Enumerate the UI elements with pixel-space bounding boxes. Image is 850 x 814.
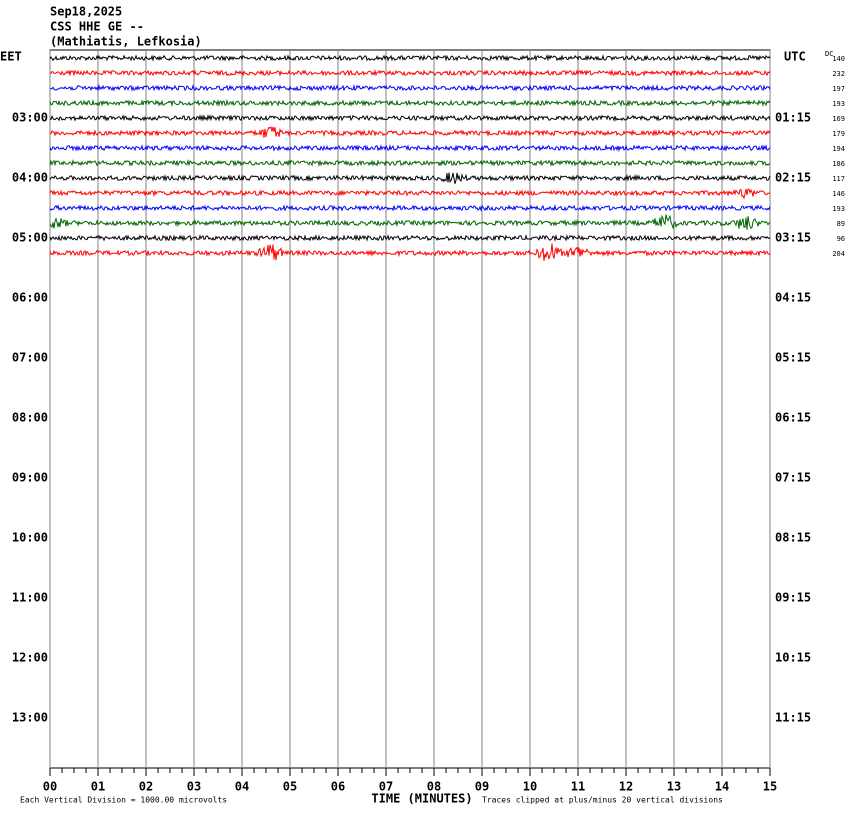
trace [49,204,771,212]
dc-value: 169 [832,115,845,123]
trace [49,188,771,200]
left-hour-label: 12:00 [12,651,48,665]
right-hour-label: 07:15 [775,471,811,485]
x-tick-label: 06 [331,780,345,794]
trace [49,54,771,62]
trace [49,144,771,153]
x-tick-label: 00 [43,780,57,794]
right-hour-label: 01:15 [775,111,811,125]
title-line: Sep18,2025 [50,5,122,19]
right-zone: UTC [784,50,806,64]
dc-value: 193 [832,100,845,108]
dc-value: 96 [837,235,845,243]
trace [49,68,771,78]
left-hour-label: 13:00 [12,711,48,725]
dc-value: 197 [832,85,845,93]
left-hour-label: 04:00 [12,171,48,185]
clip-note: Traces clipped at plus/minus 20 vertical… [482,796,723,805]
left-zone: EET [0,50,22,64]
title-line: CSS HHE GE -- [50,20,144,34]
x-tick-label: 15 [763,780,777,794]
left-hour-label: 08:00 [12,411,48,425]
x-tick-label: 03 [187,780,201,794]
dc-value: 89 [837,220,845,228]
left-hour-label: 10:00 [12,531,48,545]
dc-value: 146 [832,190,845,198]
right-hour-label: 04:15 [775,291,811,305]
right-hour-label: 05:15 [775,351,811,365]
left-hour-label: 05:00 [12,231,48,245]
x-tick-label: 09 [475,780,489,794]
left-hour-label: 11:00 [12,591,48,605]
x-tick-label: 05 [283,780,297,794]
dc-value: 186 [832,160,845,168]
trace [49,243,771,261]
right-hour-label: 11:15 [775,711,811,725]
dc-value: 179 [832,130,845,138]
trace [49,98,771,108]
trace [49,234,771,242]
dc-value: 194 [832,145,845,153]
dc-value: 193 [832,205,845,213]
trace [49,214,771,230]
dc-value: 117 [832,175,845,183]
x-axis-label: TIME (MINUTES) [371,792,472,806]
dc-value: 232 [832,70,845,78]
right-hour-label: 03:15 [775,231,811,245]
right-hour-label: 06:15 [775,411,811,425]
x-tick-label: 01 [91,780,105,794]
title-line: (Mathiatis, Lefkosia) [50,35,202,49]
right-hour-label: 08:15 [775,531,811,545]
left-hour-label: 09:00 [12,471,48,485]
plot-frame [49,49,771,769]
left-hour-label: 06:00 [12,291,48,305]
left-hour-label: 07:00 [12,351,48,365]
x-tick-label: 02 [139,780,153,794]
x-tick-label: 08 [427,780,441,794]
trace [49,126,771,138]
x-tick-label: 12 [619,780,633,794]
dc-value: 140 [832,55,845,63]
right-hour-label: 10:15 [775,651,811,665]
dc-value: 204 [832,250,845,258]
left-hour-label: 03:00 [12,111,48,125]
x-tick-label: 13 [667,780,681,794]
right-hour-label: 02:15 [775,171,811,185]
trace [49,158,771,168]
x-tick-label: 11 [571,780,585,794]
x-tick-label: 04 [235,780,249,794]
right-hour-label: 09:15 [775,591,811,605]
trace [49,83,771,92]
scale-note: Each Vertical Division = 1000.00 microvo… [20,796,227,805]
trace [49,114,771,122]
x-tick-label: 10 [523,780,537,794]
trace [49,172,771,184]
x-tick-label: 07 [379,780,393,794]
x-tick-label: 14 [715,780,729,794]
dc-header: DC [825,50,833,58]
